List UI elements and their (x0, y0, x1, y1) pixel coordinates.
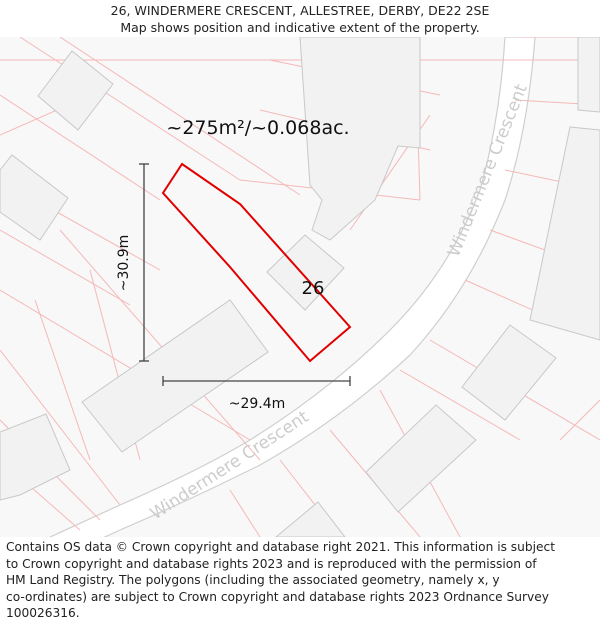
property-plot-outline[interactable] (161, 162, 352, 363)
house-number-label: 26 (302, 278, 325, 299)
height-dimension-label: ~30.9m (116, 235, 132, 292)
building (0, 154, 69, 241)
building (37, 50, 114, 131)
building (577, 37, 600, 113)
road-windermere-crescent (48, 37, 536, 537)
map-area[interactable]: Windermere Crescent Windermere Crescent … (0, 37, 600, 537)
building (81, 299, 269, 453)
copyright-notice: Contains OS data © Crown copyright and d… (6, 539, 596, 622)
building (266, 234, 345, 311)
copyright-line: Contains OS data © Crown copyright and d… (6, 540, 555, 554)
copyright-line: HM Land Registry. The polygons (includin… (6, 573, 500, 588)
map-subtitle: Map shows position and indicative extent… (120, 20, 480, 35)
building (529, 126, 600, 341)
building (461, 324, 557, 421)
building (299, 37, 421, 241)
copyright-line: co-ordinates) are subject to Crown copyr… (6, 589, 549, 604)
copyright-line: 100026316. (6, 606, 80, 621)
building (275, 501, 346, 537)
property-address: 26, WINDERMERE CRESCENT, ALLESTREE, DERB… (110, 3, 490, 18)
dimension-lines (139, 163, 351, 386)
building (365, 404, 477, 513)
area-label: ~275m²/~0.068ac. (166, 117, 349, 139)
map-header: 26, WINDERMERE CRESCENT, ALLESTREE, DERB… (0, 0, 600, 39)
buildings (0, 37, 600, 537)
building (0, 413, 71, 501)
width-dimension-label: ~29.4m (229, 396, 286, 412)
copyright-line: to Crown copyright and database rights 2… (6, 556, 537, 571)
map-canvas: Windermere Crescent Windermere Crescent … (0, 37, 600, 537)
